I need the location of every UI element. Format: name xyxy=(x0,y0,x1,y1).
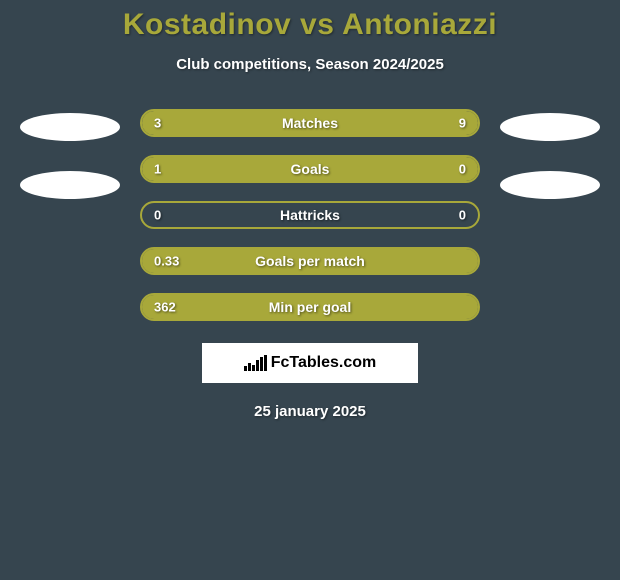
date-label: 25 january 2025 xyxy=(0,403,620,420)
comparison-card: Kostadinov vs Antoniazzi Club competitio… xyxy=(0,0,620,420)
stat-label: Matches xyxy=(282,115,338,131)
bar-fill-right xyxy=(404,157,478,181)
stat-bar: 0 0 Hattricks xyxy=(140,201,480,229)
stat-value-left: 362 xyxy=(154,300,176,315)
subtitle: Club competitions, Season 2024/2025 xyxy=(0,56,620,73)
left-player-markers xyxy=(20,109,120,199)
page-title: Kostadinov vs Antoniazzi xyxy=(0,8,620,42)
stats-area: 3 9 Matches 1 0 Goals 0 0 Hattricks 0.33 Goals per… xyxy=(0,109,620,321)
bar-chart-icon xyxy=(244,355,267,371)
stat-label: Goals xyxy=(291,161,330,177)
stat-bar: 1 0 Goals xyxy=(140,155,480,183)
player-ellipse xyxy=(20,113,120,141)
stat-bars: 3 9 Matches 1 0 Goals 0 0 Hattricks 0.33 Goals per… xyxy=(140,109,480,321)
stat-value-left: 0.33 xyxy=(154,254,179,269)
stat-label: Min per goal xyxy=(269,299,351,315)
stat-label: Hattricks xyxy=(280,207,340,223)
bar-fill-right xyxy=(216,111,478,135)
stat-label: Goals per match xyxy=(255,253,365,269)
brand-name: FcTables.com xyxy=(271,354,377,372)
player-ellipse xyxy=(500,171,600,199)
bar-fill-left xyxy=(142,157,404,181)
stat-value-right: 0 xyxy=(459,208,466,223)
stat-value-right: 9 xyxy=(459,116,466,131)
stat-value-right: 0 xyxy=(459,162,466,177)
stat-bar: 0.33 Goals per match xyxy=(140,247,480,275)
player-ellipse xyxy=(500,113,600,141)
player-ellipse xyxy=(20,171,120,199)
brand-logo[interactable]: FcTables.com xyxy=(202,343,418,383)
right-player-markers xyxy=(500,109,600,199)
stat-bar: 362 Min per goal xyxy=(140,293,480,321)
stat-value-left: 1 xyxy=(154,162,161,177)
stat-value-left: 3 xyxy=(154,116,161,131)
stat-value-left: 0 xyxy=(154,208,161,223)
stat-bar: 3 9 Matches xyxy=(140,109,480,137)
brand-logo-text: FcTables.com xyxy=(244,354,377,372)
